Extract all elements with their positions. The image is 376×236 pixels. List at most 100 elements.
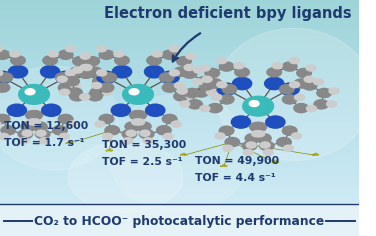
Circle shape — [112, 65, 132, 79]
Circle shape — [124, 121, 140, 132]
Circle shape — [114, 55, 130, 66]
Circle shape — [27, 118, 38, 126]
Circle shape — [302, 80, 318, 91]
Circle shape — [131, 118, 142, 126]
Circle shape — [218, 94, 235, 105]
Circle shape — [6, 103, 27, 117]
Ellipse shape — [106, 150, 109, 151]
Circle shape — [176, 56, 192, 67]
Circle shape — [102, 88, 113, 96]
Ellipse shape — [68, 141, 71, 143]
Circle shape — [173, 91, 189, 101]
Ellipse shape — [110, 150, 113, 151]
Circle shape — [222, 144, 233, 152]
Ellipse shape — [224, 165, 227, 167]
Circle shape — [303, 76, 315, 83]
Circle shape — [186, 93, 197, 101]
Circle shape — [134, 118, 145, 126]
Circle shape — [282, 94, 298, 105]
Circle shape — [56, 76, 68, 83]
Circle shape — [139, 130, 151, 137]
Circle shape — [259, 141, 271, 149]
Ellipse shape — [312, 154, 315, 156]
Circle shape — [279, 84, 295, 94]
Circle shape — [122, 84, 154, 105]
Circle shape — [8, 65, 28, 79]
Circle shape — [305, 64, 317, 72]
Circle shape — [136, 121, 152, 132]
Circle shape — [244, 133, 261, 143]
Ellipse shape — [70, 142, 73, 144]
Circle shape — [169, 45, 180, 52]
Ellipse shape — [182, 153, 185, 155]
Circle shape — [256, 133, 272, 143]
Circle shape — [64, 76, 80, 86]
Circle shape — [265, 115, 286, 129]
Circle shape — [101, 72, 117, 83]
Ellipse shape — [316, 154, 319, 156]
Circle shape — [328, 87, 340, 95]
Circle shape — [0, 133, 9, 140]
Circle shape — [179, 100, 191, 108]
Circle shape — [99, 82, 115, 93]
Circle shape — [183, 64, 195, 71]
Text: TOF = 4.4 s⁻¹: TOF = 4.4 s⁻¹ — [196, 173, 276, 183]
Circle shape — [0, 120, 2, 128]
Circle shape — [89, 66, 100, 74]
Circle shape — [104, 125, 120, 135]
Circle shape — [156, 125, 172, 135]
Circle shape — [121, 129, 138, 139]
Circle shape — [59, 88, 70, 96]
Circle shape — [293, 103, 309, 113]
Circle shape — [69, 67, 85, 77]
Text: TOF = 2.5 s⁻¹: TOF = 2.5 s⁻¹ — [102, 157, 183, 167]
Circle shape — [200, 64, 211, 72]
Circle shape — [193, 66, 204, 74]
Circle shape — [84, 56, 100, 67]
Circle shape — [249, 122, 265, 132]
Circle shape — [143, 137, 154, 145]
Circle shape — [185, 52, 197, 60]
Circle shape — [40, 65, 61, 79]
Circle shape — [144, 65, 164, 79]
Circle shape — [0, 50, 11, 60]
Circle shape — [65, 69, 76, 77]
Ellipse shape — [220, 165, 223, 167]
Ellipse shape — [68, 142, 183, 212]
Circle shape — [246, 141, 257, 149]
Circle shape — [218, 126, 235, 136]
Circle shape — [283, 144, 294, 152]
Bar — [0, 204, 359, 236]
Ellipse shape — [108, 149, 111, 150]
Text: TON = 35,300: TON = 35,300 — [102, 140, 186, 150]
Circle shape — [24, 88, 36, 95]
Circle shape — [313, 78, 324, 86]
Circle shape — [27, 110, 43, 120]
Circle shape — [94, 120, 106, 128]
Circle shape — [35, 129, 51, 139]
Circle shape — [122, 137, 134, 145]
Circle shape — [218, 61, 235, 72]
Circle shape — [25, 110, 41, 120]
Circle shape — [99, 114, 115, 124]
Circle shape — [0, 114, 11, 124]
Circle shape — [91, 82, 102, 89]
Circle shape — [70, 82, 81, 89]
Ellipse shape — [314, 153, 317, 155]
Ellipse shape — [274, 160, 277, 162]
Circle shape — [169, 69, 180, 77]
Ellipse shape — [272, 162, 275, 163]
Ellipse shape — [108, 94, 251, 212]
Circle shape — [21, 130, 33, 137]
Circle shape — [184, 88, 200, 98]
Ellipse shape — [184, 154, 187, 156]
Circle shape — [131, 110, 147, 120]
Circle shape — [187, 99, 203, 110]
Circle shape — [146, 55, 162, 66]
Circle shape — [81, 52, 92, 60]
Circle shape — [234, 67, 250, 77]
Circle shape — [289, 81, 300, 88]
Circle shape — [10, 55, 26, 66]
Circle shape — [199, 80, 215, 91]
Circle shape — [264, 77, 285, 90]
